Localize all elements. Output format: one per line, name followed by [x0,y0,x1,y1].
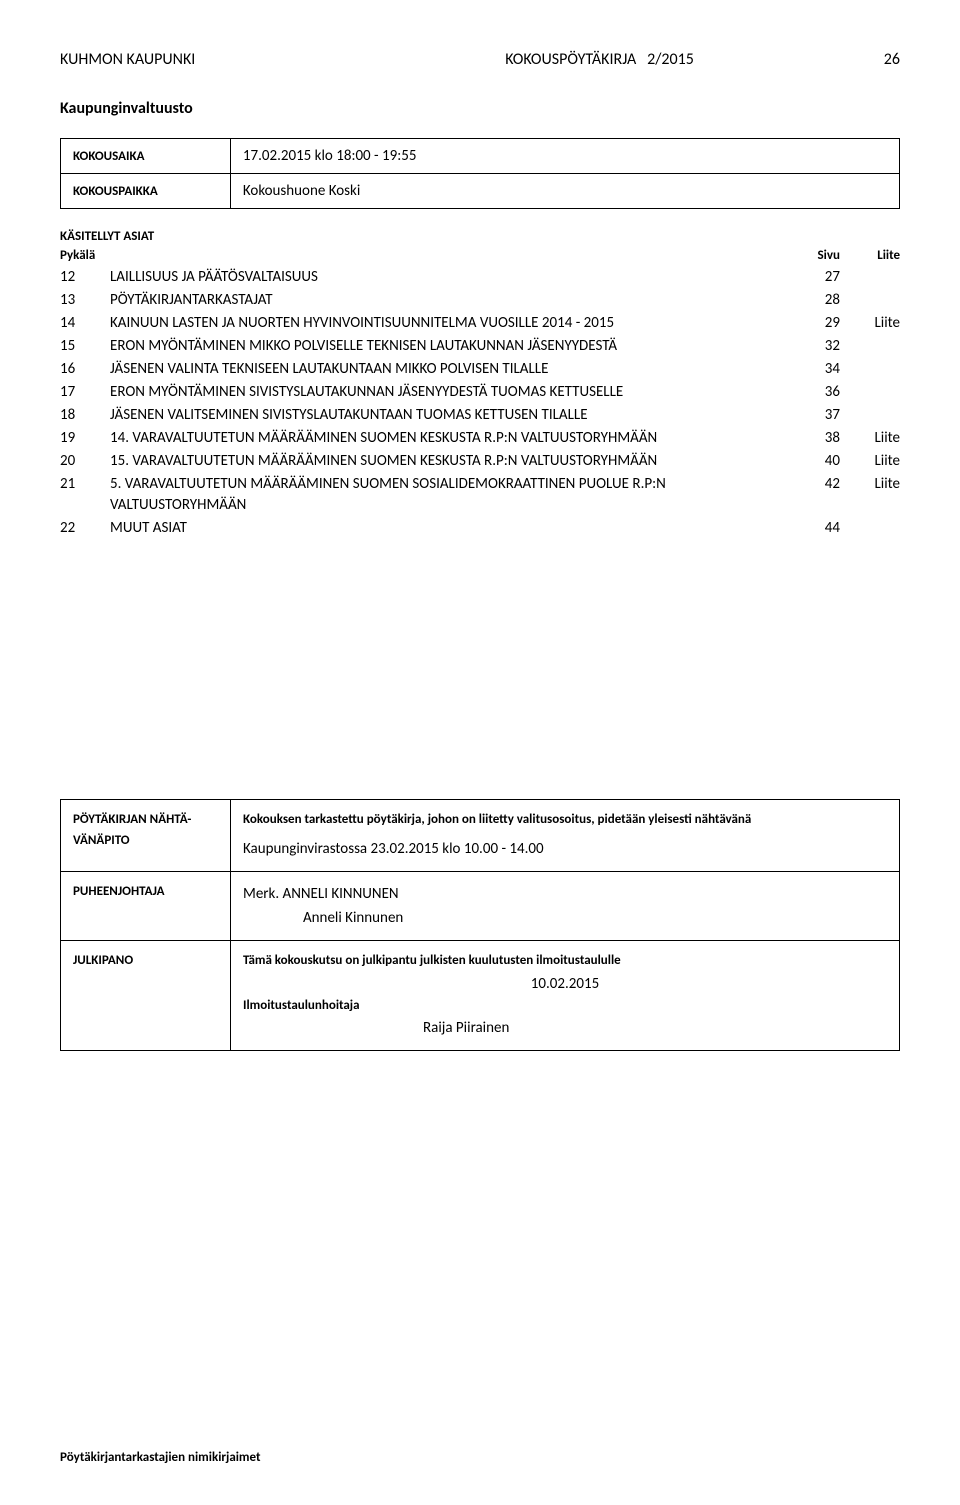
asiat-liite [840,405,900,426]
julkipano-name: Raija Piirainen [243,1016,887,1040]
julkipano-label: JULKIPANO [61,940,231,1051]
asiat-row: 17ERON MYÖNTÄMINEN SIVISTYSLAUTAKUNNAN J… [60,382,900,403]
asiat-heading: KÄSITELLYT ASIAT [60,229,900,244]
asiat-liite [840,518,900,539]
asiat-page: 36 [790,382,840,403]
kokousaika-value: 17.02.2015 klo 18:00 - 19:55 [230,139,899,174]
pj-label: PUHEENJOHTAJA [61,871,231,940]
page-header: KUHMON KAUPUNKI KOKOUSPÖYTÄKIRJA 2/2015 … [60,50,900,69]
asiat-number: 21 [60,474,110,516]
asiat-number: 14 [60,313,110,334]
asiat-title: KAINUUN LASTEN JA NUORTEN HYVINVOINTISUU… [110,313,790,334]
asiat-row: 12LAILLISUUS JA PÄÄTÖSVALTAISUUS27 [60,267,900,288]
asiat-page: 34 [790,359,840,380]
asiat-liite [840,336,900,357]
nahtavana-value: Kaupunginvirastossa 23.02.2015 klo 10.00… [243,837,887,861]
nahtavana-cell: Kokouksen tarkastettu pöytäkirja, johon … [231,800,900,872]
asiat-liite [840,290,900,311]
body-title: Kaupunginvaltuusto [60,99,900,118]
asiat-page: 37 [790,405,840,426]
header-org: KUHMON KAUPUNKI [60,50,195,69]
asiat-liite: Liite [840,451,900,472]
asiat-liite: Liite [840,428,900,449]
asiat-page: 28 [790,290,840,311]
meeting-meta-table: KOKOUSAIKA 17.02.2015 klo 18:00 - 19:55 … [60,138,900,209]
asiat-number: 16 [60,359,110,380]
asiat-title: ERON MYÖNTÄMINEN MIKKO POLVISELLE TEKNIS… [110,336,790,357]
asiat-page: 42 [790,474,840,516]
asiat-number: 17 [60,382,110,403]
kokousaika-label: KOKOUSAIKA [61,139,231,174]
asiat-page: 27 [790,267,840,288]
asiat-row: 2015. VARAVALTUUTETUN MÄÄRÄÄMINEN SUOMEN… [60,451,900,472]
asiat-title: 14. VARAVALTUUTETUN MÄÄRÄÄMINEN SUOMEN K… [110,428,790,449]
asiat-number: 20 [60,451,110,472]
asiat-title: JÄSENEN VALINTA TEKNISEEN LAUTAKUNTAAN M… [110,359,790,380]
asiat-number: 19 [60,428,110,449]
asiat-liite: Liite [840,474,900,516]
asiat-title: MUUT ASIAT [110,518,790,539]
bottom-note: Pöytäkirjantarkastajien nimikirjaimet [60,1450,260,1465]
asiat-number: 22 [60,518,110,539]
pj-merk: Merk. ANNELI KINNUNEN [243,882,887,906]
asiat-row: 215. VARAVALTUUTETUN MÄÄRÄÄMINEN SUOMEN … [60,474,900,516]
asiat-title: LAILLISUUS JA PÄÄTÖSVALTAISUUS [110,267,790,288]
asiat-row: 18JÄSENEN VALITSEMINEN SIVISTYSLAUTAKUNT… [60,405,900,426]
julkipano-cell: Tämä kokouskutsu on julkipantu julkisten… [231,940,900,1051]
asiat-row: 16JÄSENEN VALINTA TEKNISEEN LAUTAKUNTAAN… [60,359,900,380]
nahtavana-intro: Kokouksen tarkastettu pöytäkirja, johon … [243,810,887,831]
asiat-page: 32 [790,336,840,357]
col-title-header [110,248,790,263]
pj-name: Anneli Kinnunen [243,906,887,930]
asiat-page: 29 [790,313,840,334]
footer-table: PÖYTÄKIRJAN NÄHTÄ-VÄNÄPITO Kokouksen tar… [60,799,900,1051]
asiat-row: 13PÖYTÄKIRJANTARKASTAJAT28 [60,290,900,311]
asiat-title: PÖYTÄKIRJANTARKASTAJAT [110,290,790,311]
asiat-liite [840,382,900,403]
nahtavana-label: PÖYTÄKIRJAN NÄHTÄ-VÄNÄPITO [61,800,231,872]
kokouspaikka-value: Kokoushuone Koski [230,174,899,209]
header-page-number: 26 [884,50,900,69]
col-liite-header: Liite [840,248,900,263]
col-pykala-header: Pykälä [60,248,110,263]
asiat-number: 15 [60,336,110,357]
asiat-liite [840,359,900,380]
asiat-row: 14KAINUUN LASTEN JA NUORTEN HYVINVOINTIS… [60,313,900,334]
asiat-row: 15ERON MYÖNTÄMINEN MIKKO POLVISELLE TEKN… [60,336,900,357]
asiat-liite [840,267,900,288]
julkipano-date: 10.02.2015 [243,972,887,996]
asiat-number: 13 [60,290,110,311]
asiat-row: 22MUUT ASIAT44 [60,518,900,539]
asiat-number: 18 [60,405,110,426]
asiat-number: 12 [60,267,110,288]
header-doc-type: KOKOUSPÖYTÄKIRJA 2/2015 [505,50,694,69]
asiat-title: 5. VARAVALTUUTETUN MÄÄRÄÄMINEN SUOMEN SO… [110,474,790,516]
asiat-page: 44 [790,518,840,539]
asiat-title: 15. VARAVALTUUTETUN MÄÄRÄÄMINEN SUOMEN K… [110,451,790,472]
kokouspaikka-label: KOKOUSPAIKKA [61,174,231,209]
julkipano-role: Ilmoitustaulunhoitaja [243,996,887,1017]
col-sivu-header: Sivu [790,248,840,263]
asiat-title: ERON MYÖNTÄMINEN SIVISTYSLAUTAKUNNAN JÄS… [110,382,790,403]
asiat-row: 1914. VARAVALTUUTETUN MÄÄRÄÄMINEN SUOMEN… [60,428,900,449]
pj-cell: Merk. ANNELI KINNUNEN Anneli Kinnunen [231,871,900,940]
asiat-page: 40 [790,451,840,472]
asiat-header-row: Pykälä Sivu Liite [60,248,900,263]
asiat-page: 38 [790,428,840,449]
asiat-liite: Liite [840,313,900,334]
asiat-title: JÄSENEN VALITSEMINEN SIVISTYSLAUTAKUNTAA… [110,405,790,426]
julkipano-intro: Tämä kokouskutsu on julkipantu julkisten… [243,951,887,972]
asiat-table: Pykälä Sivu Liite 12LAILLISUUS JA PÄÄTÖS… [60,248,900,539]
